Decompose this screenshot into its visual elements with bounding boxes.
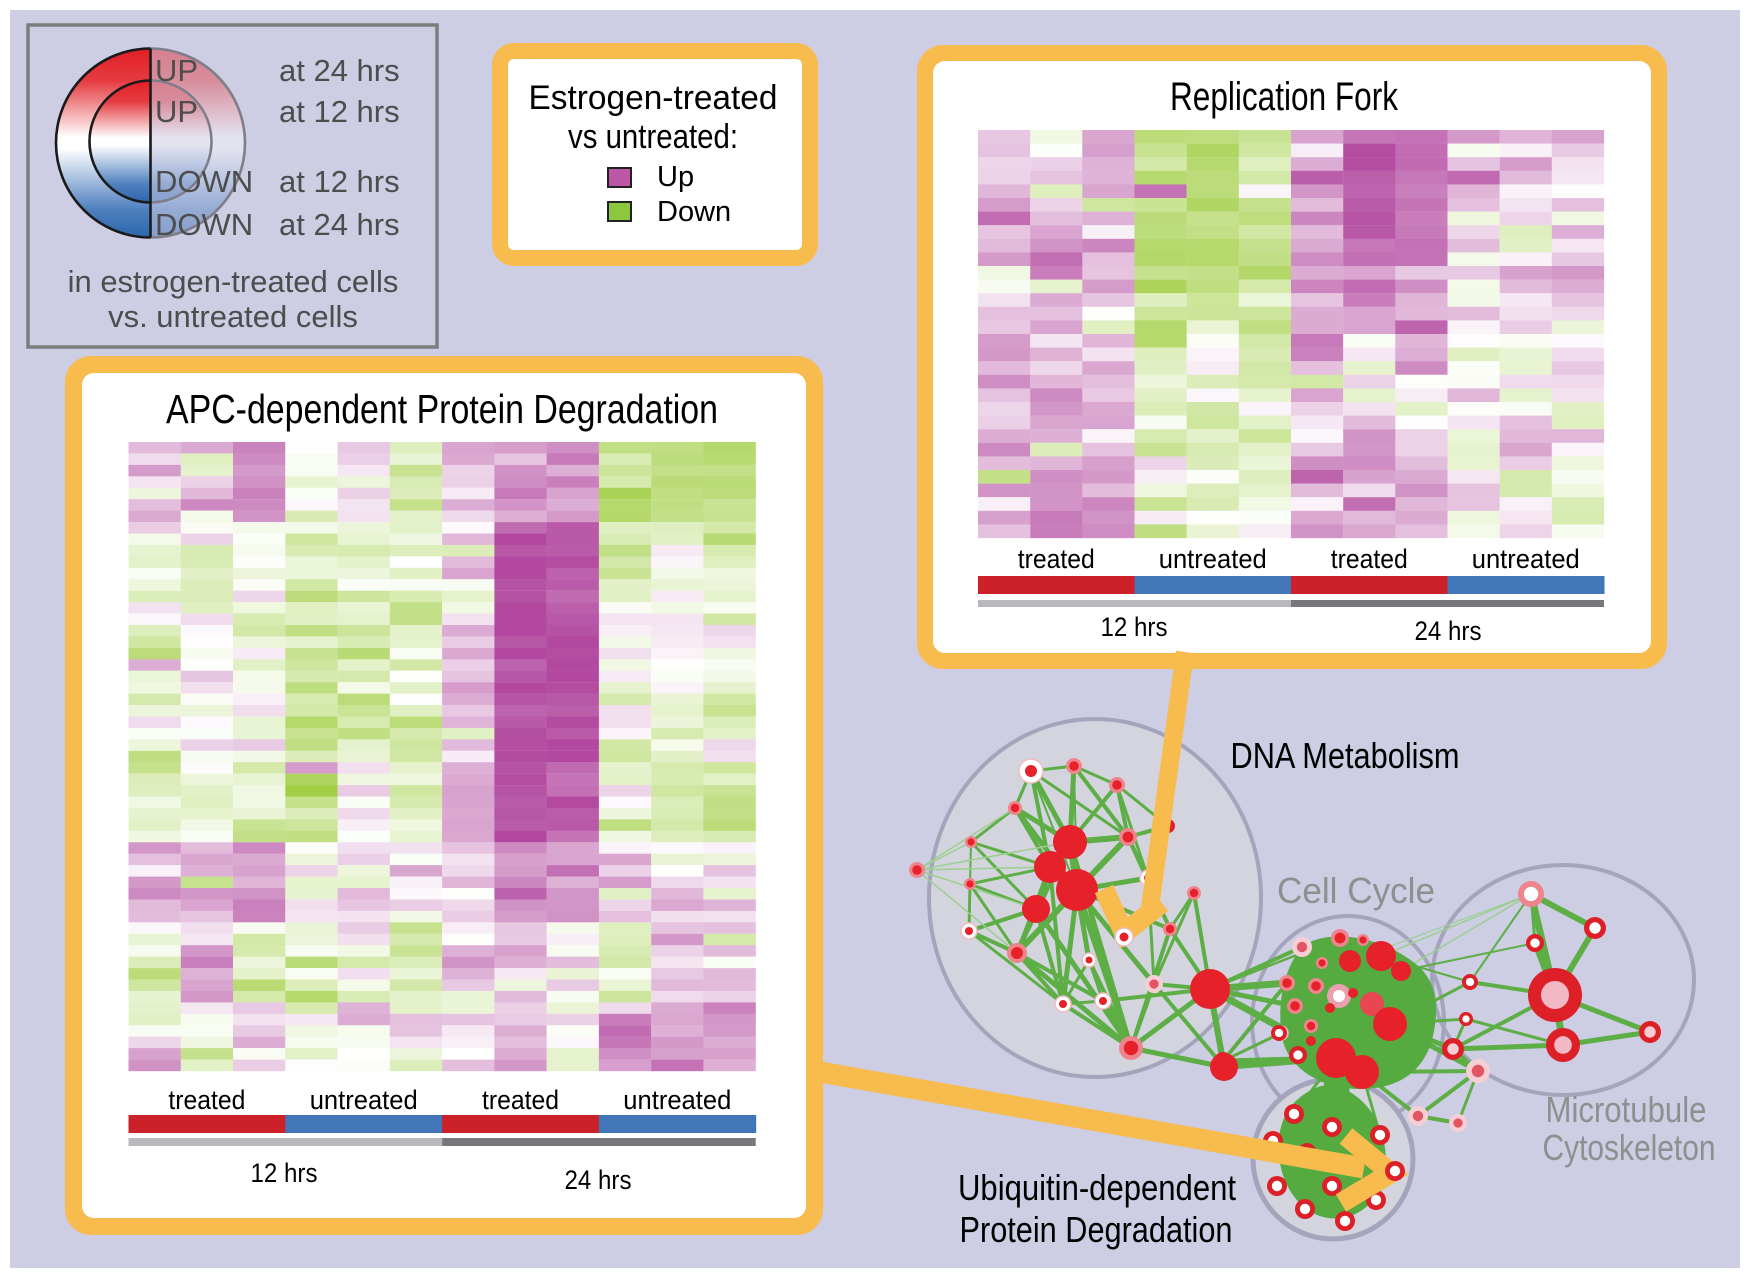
svg-text:at 12 hrs: at 12 hrs — [279, 164, 400, 199]
svg-text:12 hrs: 12 hrs — [251, 1158, 318, 1188]
svg-text:DOWN: DOWN — [155, 207, 253, 242]
svg-text:APC-dependent Protein Degradat: APC-dependent Protein Degradation — [166, 386, 718, 432]
svg-text:treated: treated — [1331, 544, 1408, 574]
svg-text:at 24 hrs: at 24 hrs — [279, 53, 400, 88]
svg-text:24 hrs: 24 hrs — [565, 1165, 632, 1195]
svg-text:Estrogen-treated: Estrogen-treated — [529, 79, 778, 117]
svg-text:Cell Cycle: Cell Cycle — [1277, 870, 1435, 911]
svg-text:Protein Degradation: Protein Degradation — [960, 1209, 1233, 1250]
svg-text:DOWN: DOWN — [155, 164, 253, 199]
svg-text:untreated: untreated — [623, 1085, 731, 1115]
svg-text:at 24 hrs: at 24 hrs — [279, 207, 400, 242]
svg-text:24 hrs: 24 hrs — [1415, 616, 1482, 646]
svg-text:treated: treated — [168, 1085, 245, 1115]
svg-text:treated: treated — [482, 1085, 559, 1115]
svg-text:Up: Up — [657, 161, 694, 193]
svg-text:vs. untreated cells: vs. untreated cells — [108, 299, 358, 334]
svg-text:DNA Metabolism: DNA Metabolism — [1231, 735, 1460, 776]
svg-text:Down: Down — [657, 196, 731, 228]
svg-text:UP: UP — [155, 53, 198, 88]
svg-text:in estrogen-treated cells: in estrogen-treated cells — [68, 264, 399, 299]
svg-text:untreated: untreated — [310, 1085, 418, 1115]
svg-text:untreated: untreated — [1159, 544, 1267, 574]
svg-text:Cytoskeleton: Cytoskeleton — [1543, 1127, 1716, 1168]
svg-text:Ubiquitin-dependent: Ubiquitin-dependent — [958, 1167, 1236, 1208]
svg-text:12 hrs: 12 hrs — [1101, 612, 1168, 642]
svg-text:Replication Fork: Replication Fork — [1170, 75, 1399, 119]
svg-text:untreated: untreated — [1472, 544, 1580, 574]
svg-text:UP: UP — [155, 94, 198, 129]
svg-text:Microtubule: Microtubule — [1546, 1089, 1707, 1130]
svg-text:vs untreated:: vs untreated: — [568, 118, 738, 156]
svg-text:at 12 hrs: at 12 hrs — [279, 94, 400, 129]
svg-text:treated: treated — [1018, 544, 1095, 574]
